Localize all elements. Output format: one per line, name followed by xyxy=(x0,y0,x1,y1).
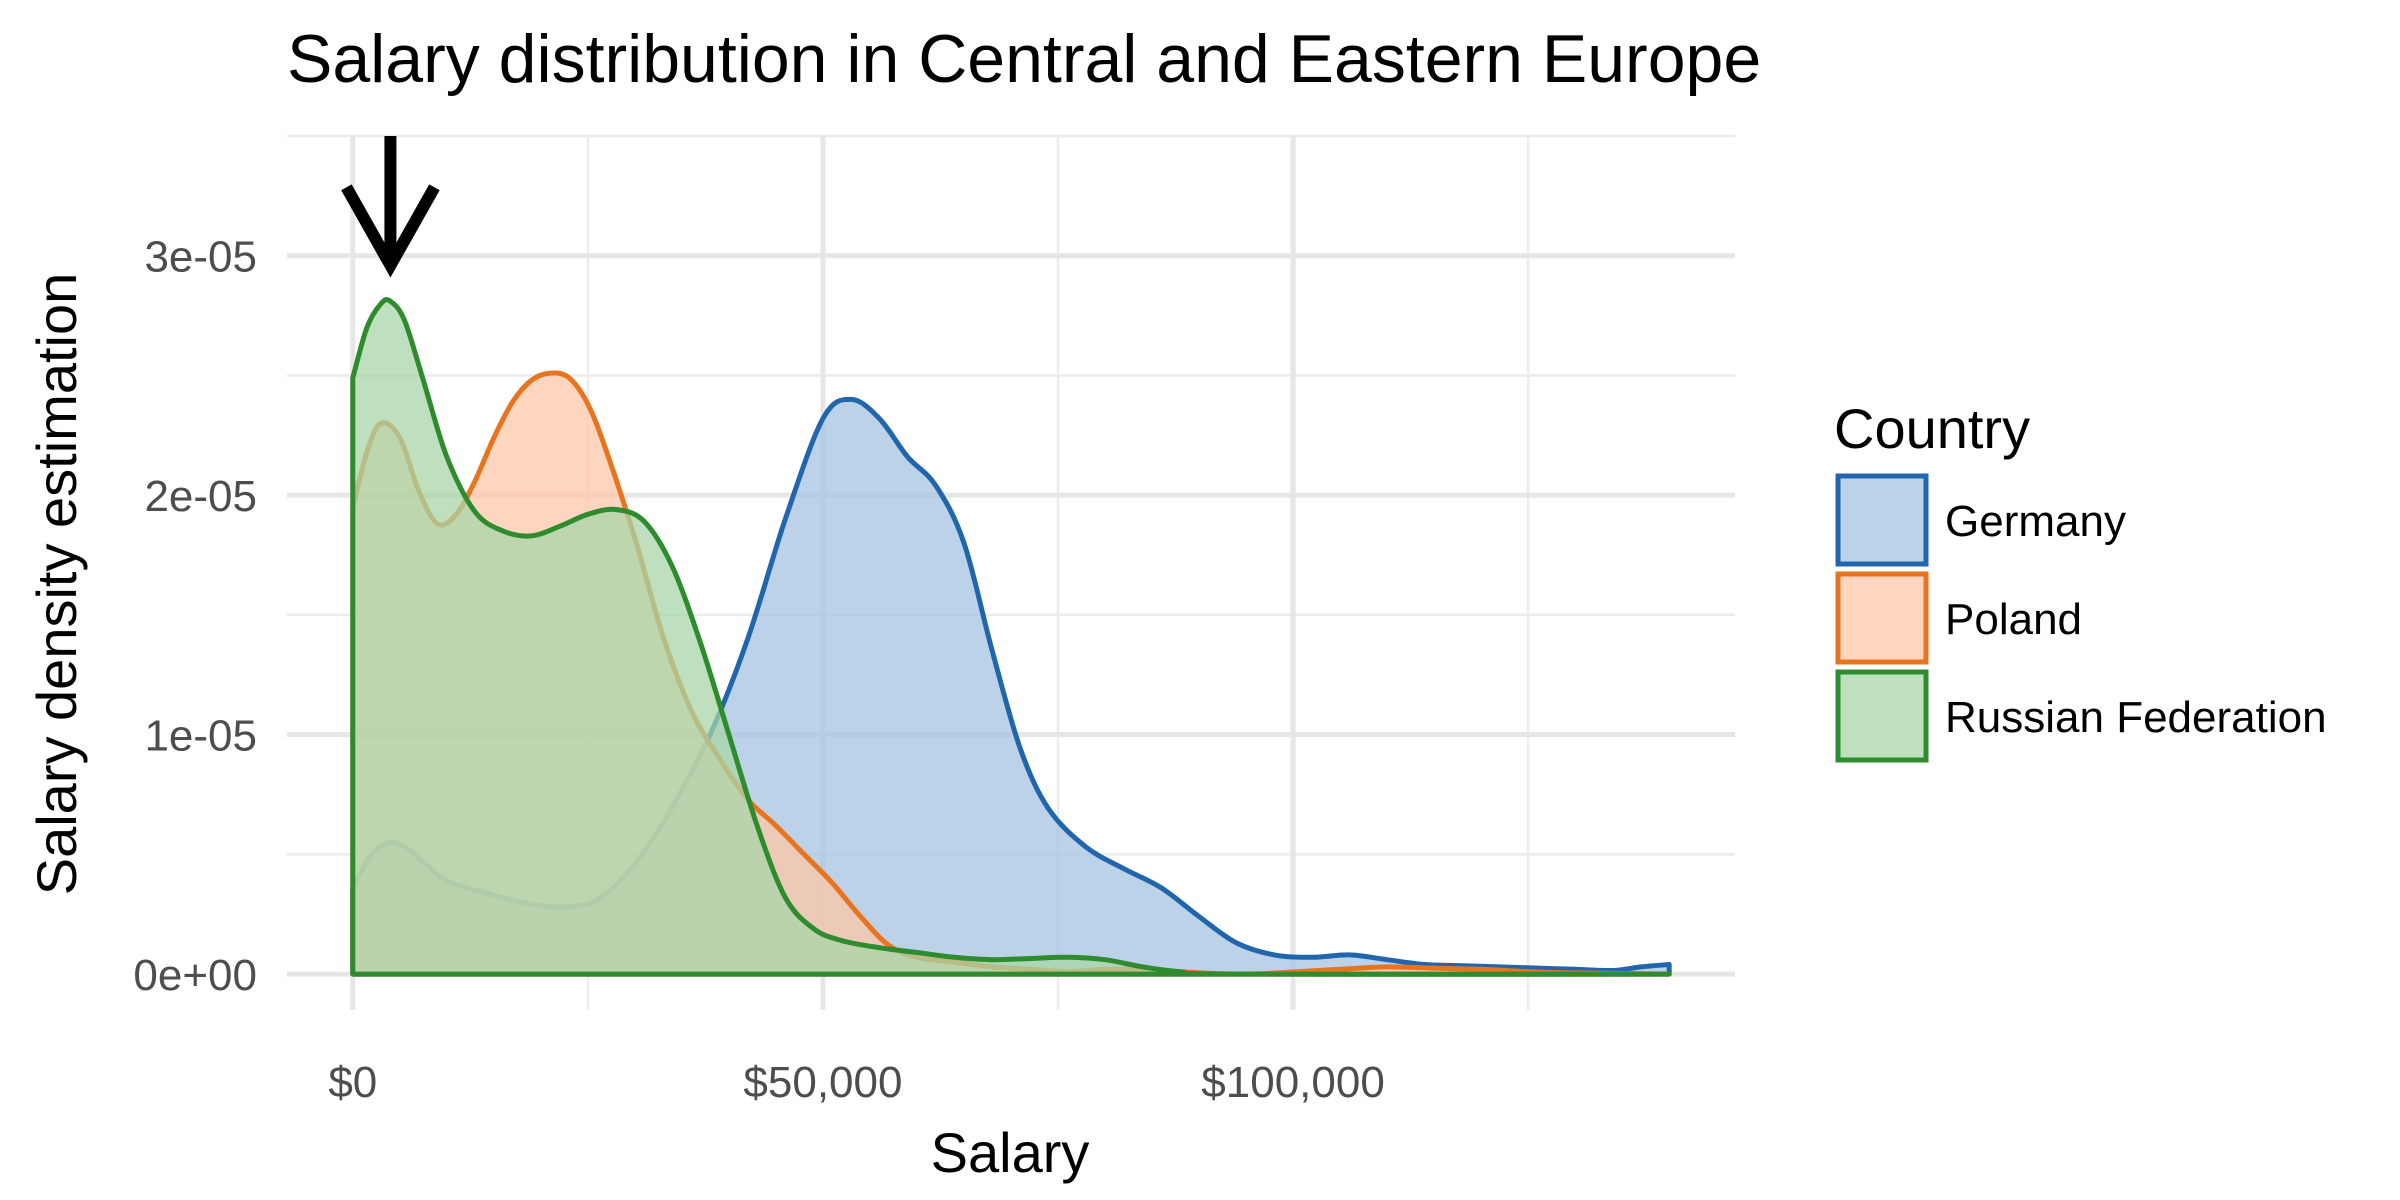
legend-item-germany: Germany xyxy=(1835,473,2126,567)
y-tick-label: 2e-05 xyxy=(144,472,257,521)
legend-swatch xyxy=(1835,571,1929,665)
x-tick-label: $100,000 xyxy=(1201,1058,1385,1107)
legend-label: Germany xyxy=(1945,497,2126,546)
legend-item-russian-federation: Russian Federation xyxy=(1835,669,2327,763)
x-tick-label: $0 xyxy=(328,1058,377,1107)
x-axis-title: Salary xyxy=(931,1121,1090,1184)
y-tick-label: 3e-05 xyxy=(144,233,257,282)
y-axis-title: Salary density estimation xyxy=(25,273,88,896)
legend-title: Country xyxy=(1834,397,2030,460)
arrow-annotation xyxy=(341,136,440,278)
legend-label: Poland xyxy=(1945,595,2082,644)
chart-title: Salary distribution in Central and Easte… xyxy=(287,21,1761,97)
annotations xyxy=(341,136,440,278)
density-areas xyxy=(350,297,1672,977)
arrow-head xyxy=(341,184,440,278)
series-russian-federation xyxy=(350,297,1672,977)
legend-item-poland: Poland xyxy=(1835,571,2082,665)
legend-items: Germany Poland Russian Federation xyxy=(1835,473,2327,763)
legend: Country Germany Poland Russian Federation xyxy=(1834,397,2327,763)
legend-label: Russian Federation xyxy=(1945,693,2327,742)
area-russian-federation xyxy=(352,299,1670,975)
x-tick-label: $50,000 xyxy=(743,1058,902,1107)
y-tick-label: 1e-05 xyxy=(144,712,257,761)
outline-russian-federation xyxy=(350,297,1672,977)
x-axis-ticks: $0 $50,000 $100,000 xyxy=(328,1058,1385,1107)
legend-swatch xyxy=(1835,473,1929,567)
y-tick-label: 0e+00 xyxy=(133,951,257,1000)
legend-swatch xyxy=(1835,669,1929,763)
y-axis-ticks: 0e+00 1e-05 2e-05 3e-05 xyxy=(133,233,257,1000)
